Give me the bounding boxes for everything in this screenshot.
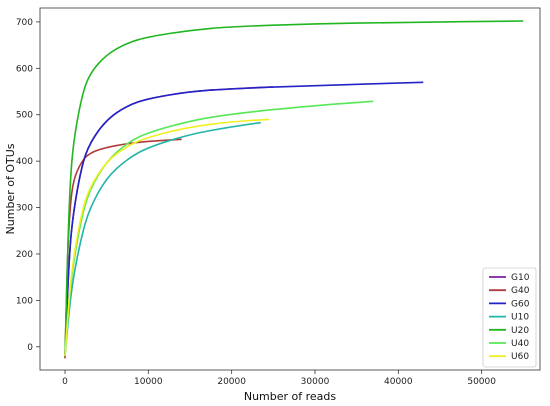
legend: G10 G40 G60 U10 U20 U40 U60 (482, 267, 537, 368)
legend-label-u40: U40 (511, 339, 529, 349)
x-axis-ticks: 0 10000 20000 30000 40000 50000 (62, 370, 496, 387)
legend-label-g40: G40 (511, 286, 530, 296)
y-tick-label: 200 (16, 250, 33, 260)
series-line-g60 (64, 81, 424, 357)
x-axis-label: Number of reads (244, 390, 337, 403)
legend-label-g10: G10 (511, 273, 530, 283)
x-tick-label: 30000 (301, 377, 330, 387)
series-line-u60 (64, 118, 270, 357)
x-tick-label: 40000 (384, 377, 413, 387)
y-tick-label: 700 (16, 18, 33, 28)
y-tick-label: 600 (16, 64, 33, 74)
y-tick-label: 100 (16, 296, 33, 306)
series-line-u20 (64, 20, 524, 357)
series-lines (64, 20, 524, 359)
x-tick-label: 10000 (134, 377, 163, 387)
x-tick-label: 0 (62, 377, 68, 387)
y-tick-label: 0 (27, 343, 33, 353)
legend-label-u20: U20 (511, 326, 529, 336)
y-tick-label: 300 (16, 204, 33, 214)
legend-label-u60: U60 (511, 352, 529, 362)
plot-frame (39, 7, 541, 371)
y-tick-label: 500 (16, 111, 33, 121)
y-tick-label: 400 (16, 157, 33, 167)
legend-label-u10: U10 (511, 313, 529, 323)
y-axis-ticks: 0 100 200 300 400 500 600 700 (16, 18, 40, 353)
x-tick-label: 50000 (467, 377, 496, 387)
x-tick-label: 20000 (217, 377, 246, 387)
legend-label-g60: G60 (511, 299, 530, 309)
series-line-u10 (64, 121, 261, 357)
y-axis-label: Number of OTUs (4, 143, 17, 234)
